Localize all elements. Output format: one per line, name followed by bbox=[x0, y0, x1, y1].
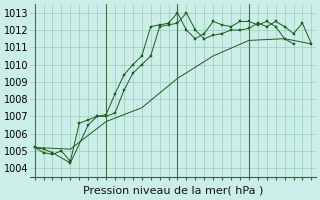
X-axis label: Pression niveau de la mer( hPa ): Pression niveau de la mer( hPa ) bbox=[83, 186, 263, 196]
